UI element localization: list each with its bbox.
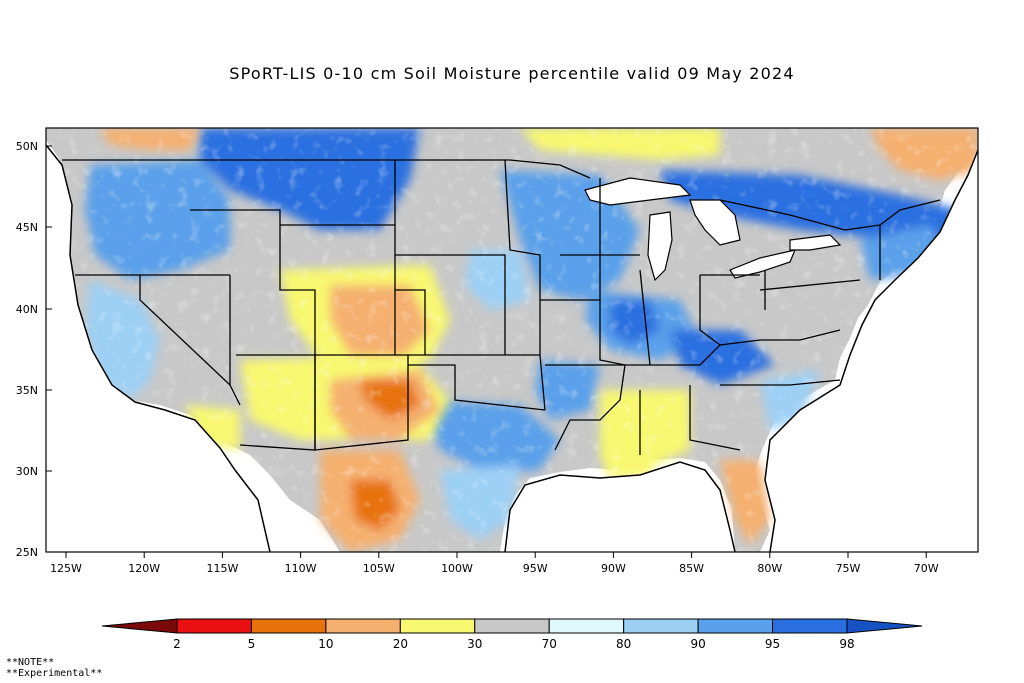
colorbar-segment	[399, 618, 476, 634]
colorbar-segment	[772, 618, 848, 634]
lon-tick-label: 90W	[601, 562, 626, 575]
lon-tick-label: 110W	[285, 562, 317, 575]
lon-tick-label: 95W	[523, 562, 548, 575]
pacific-ocean	[46, 145, 270, 552]
colorbar-min-extension	[101, 618, 178, 634]
lat-tick-label: 30N	[16, 465, 38, 478]
colorbar-label: 20	[393, 637, 408, 651]
colorbar-label: 90	[690, 637, 705, 651]
colorbar-label: 30	[467, 637, 482, 651]
lat-tick-label: 35N	[16, 384, 38, 397]
colorbar-label: 98	[839, 637, 854, 651]
colorbar-segment	[623, 618, 699, 634]
political-boundaries	[62, 159, 941, 455]
latitude-axis: 50N 45N 40N 35N 30N 25N	[16, 140, 52, 559]
lat-tick-label: 50N	[16, 140, 38, 153]
note-label: **NOTE**	[6, 657, 55, 668]
lat-tick-label: 45N	[16, 221, 38, 234]
lat-tick-label: 25N	[16, 546, 38, 559]
plot-frame	[45, 127, 979, 553]
colorbar: 2 5 10 20 30 70 80 90 95 98	[101, 618, 923, 651]
colorbar-segment	[325, 618, 401, 634]
lon-tick-label: 125W	[50, 562, 82, 575]
colorbar-label: 5	[248, 637, 256, 651]
colorbar-segment	[250, 618, 327, 634]
experimental-label: **Experimental**	[6, 668, 103, 679]
colorbar-segment	[548, 618, 625, 634]
longitude-axis: 125W 120W 115W 110W 105W 100W 95W 90W 85W 80W 75W 7…	[50, 552, 939, 575]
lon-tick-label: 75W	[836, 562, 861, 575]
great-lakes	[584, 177, 842, 282]
lon-tick-label: 80W	[757, 562, 782, 575]
lon-tick-label: 85W	[679, 562, 704, 575]
colorbar-max-extension	[846, 618, 923, 634]
lat-tick-label: 40N	[16, 303, 38, 316]
colorbar-segment	[176, 618, 252, 634]
notes: **NOTE** **Experimental**	[6, 657, 102, 679]
lon-tick-label: 120W	[128, 562, 160, 575]
colorbar-segment	[697, 618, 774, 634]
lon-tick-label: 100W	[441, 562, 473, 575]
gulf-of-mexico	[505, 462, 735, 552]
soil-moisture-field	[46, 128, 978, 552]
colorbar-label: 95	[765, 637, 780, 651]
lon-tick-label: 115W	[206, 562, 238, 575]
colorbar-label: 2	[173, 637, 181, 651]
colorbar-label: 80	[616, 637, 631, 651]
lon-tick-label: 105W	[363, 562, 395, 575]
colorbar-segment	[474, 618, 550, 634]
coastline	[46, 144, 978, 552]
lon-tick-label: 70W	[914, 562, 939, 575]
colorbar-label: 10	[318, 637, 333, 651]
map-title: SPoRT-LIS 0-10 cm Soil Moisture percenti…	[229, 64, 795, 83]
gulf-of-california	[215, 455, 268, 552]
colorbar-label: 70	[542, 637, 557, 651]
